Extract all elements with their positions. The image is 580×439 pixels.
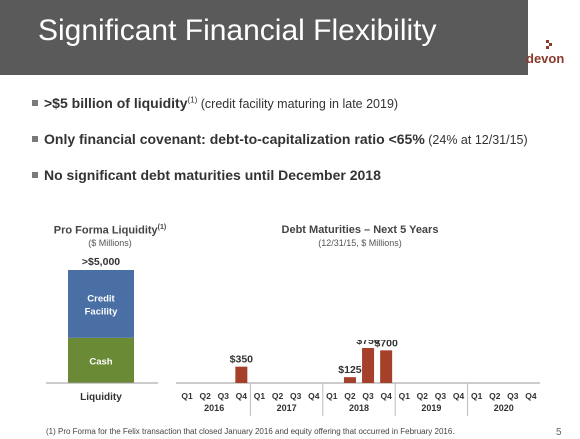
- year-label: 2016: [204, 403, 224, 413]
- bullet-square-icon: [32, 136, 38, 142]
- liquidity-chart: Cash Credit Facility >$5,000 Liquidity: [46, 256, 158, 403]
- footnote: (1) Pro Forma for the Felix transaction …: [46, 427, 455, 436]
- quarter-tick-label: Q4: [236, 391, 248, 401]
- year-label: 2018: [349, 403, 369, 413]
- debt-chart-subtitle: (12/31/15, $ Millions): [318, 238, 402, 248]
- liquidity-chart-title: Pro Forma Liquidity(1): [53, 224, 167, 237]
- quarter-tick-label: Q3: [218, 391, 230, 401]
- footnote-marker: (1): [187, 95, 198, 105]
- quarter-tick-label: Q2: [199, 391, 211, 401]
- quarter-tick-label: Q2: [272, 391, 284, 401]
- bullet-item: Only financial covenant: debt-to-capital…: [32, 131, 572, 167]
- debt-bar: [343, 377, 356, 383]
- devon-logo: devon: [526, 51, 565, 66]
- series-label: Credit: [87, 293, 115, 304]
- bullet-square-icon: [32, 100, 38, 106]
- quarter-tick-label: Q2: [344, 391, 356, 401]
- page-number: 5: [556, 427, 562, 438]
- year-label: 2017: [277, 403, 297, 413]
- bullet-bold-text: >$5 billion of liquidity: [44, 95, 188, 111]
- quarter-tick-label: Q1: [181, 391, 193, 401]
- category-label: Liquidity: [80, 392, 122, 403]
- liquidity-bar-cash: [68, 337, 134, 383]
- bullet-bold-text: Only financial covenant: debt-to-capital…: [44, 131, 425, 147]
- quarter-tick-label: Q2: [489, 391, 501, 401]
- bullet-square-icon: [32, 172, 38, 178]
- bullet-item: No significant debt maturities until Dec…: [32, 167, 572, 203]
- series-label: Facility: [85, 306, 118, 317]
- liquidity-chart-subtitle: ($ Millions): [88, 238, 132, 248]
- year-label: 2020: [494, 403, 514, 413]
- quarter-tick-label: Q1: [254, 391, 266, 401]
- year-label: 2019: [421, 403, 441, 413]
- quarter-tick-label: Q3: [290, 391, 302, 401]
- quarter-tick-label: Q3: [435, 391, 447, 401]
- page-title: Significant Financial Flexibility: [38, 14, 437, 47]
- title-bar: Significant Financial Flexibility: [0, 0, 528, 75]
- quarter-tick-label: Q1: [471, 391, 483, 401]
- bullet-detail: (24% at 12/31/15): [424, 133, 528, 147]
- total-label: >$5,000: [82, 256, 120, 268]
- quarter-tick-label: Q4: [453, 391, 465, 401]
- value-label: $125: [338, 364, 362, 376]
- quarter-tick-label: Q4: [380, 391, 392, 401]
- quarter-tick-label: Q3: [507, 391, 519, 401]
- liquidity-bar-credit-facility: [68, 270, 134, 338]
- bullet-item: >$5 billion of liquidity(1) (credit faci…: [32, 95, 572, 131]
- quarter-tick-label: Q1: [326, 391, 338, 401]
- quarter-tick-label: Q4: [308, 391, 320, 401]
- value-label: $750: [356, 340, 380, 347]
- debt-chart-title: Debt Maturities – Next 5 Years: [281, 224, 439, 236]
- devon-logo-mark-icon: [546, 40, 552, 49]
- bullet-list: >$5 billion of liquidity(1) (credit faci…: [32, 95, 572, 203]
- debt-maturities-chart: Q1 Q2 Q3 $350 Q4 Q1 Q2 Q3 Q4 Q1 $125 Q2 $750 Q3 $700 Q4…: [176, 340, 540, 416]
- debt-bar: [235, 366, 248, 383]
- quarter-tick-label: Q2: [417, 391, 429, 401]
- debt-bar: [362, 348, 375, 383]
- quarter-tick-label: Q1: [399, 391, 411, 401]
- value-label: $350: [230, 354, 254, 366]
- debt-bar: [380, 350, 393, 383]
- quarter-tick-label: Q4: [525, 391, 537, 401]
- value-label: $700: [374, 340, 398, 349]
- quarter-tick-label: Q3: [362, 391, 374, 401]
- series-label: Cash: [89, 356, 112, 367]
- bullet-detail: (credit facility maturing in late 2019): [197, 97, 399, 111]
- bullet-bold-text: No significant debt maturities until Dec…: [44, 167, 381, 183]
